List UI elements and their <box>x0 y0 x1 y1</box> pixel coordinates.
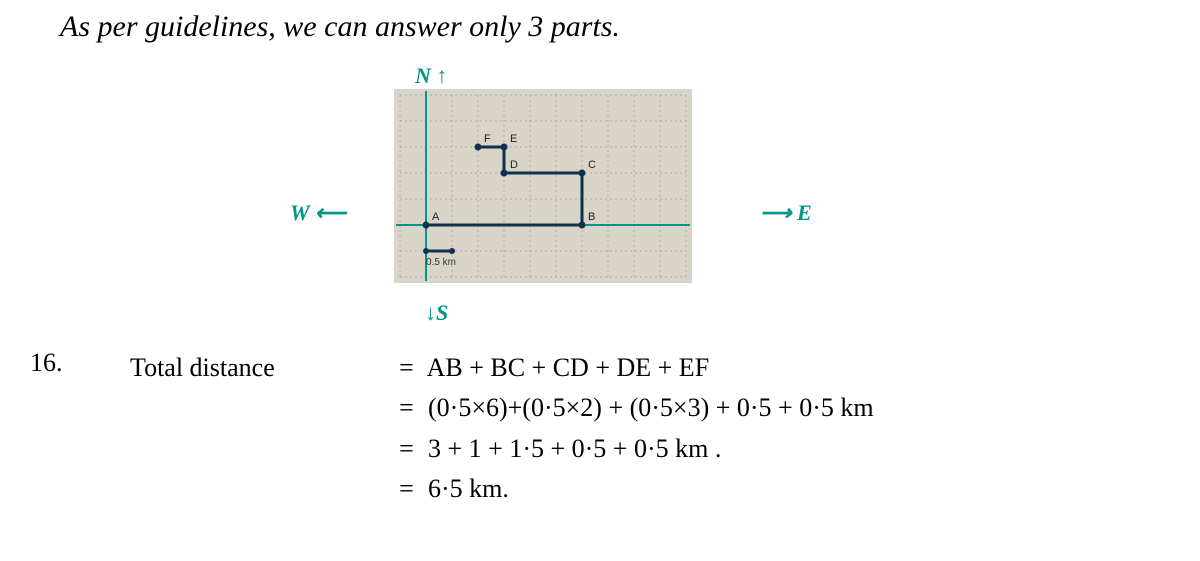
equation-rhs-2: (0·5×6)+(0·5×2) + (0·5×3) + 0·5 + 0·5 km <box>428 393 874 422</box>
compass-east-label: ⟶ E <box>760 200 812 226</box>
svg-text:B: B <box>588 211 595 223</box>
svg-text:A: A <box>432 211 440 223</box>
compass-s-text: S <box>436 300 448 325</box>
equation-rhs-4: 6·5 km. <box>428 474 509 503</box>
compass-e-text: E <box>797 200 812 225</box>
arrow-down-icon: ↓ <box>425 300 436 325</box>
diagram-svg: A B C D E F 0.5 km <box>380 85 730 285</box>
equals-sign: = <box>392 429 422 469</box>
path-diagram: A B C D E F 0.5 km <box>380 85 730 285</box>
arrow-right-icon: ⟶ <box>760 200 797 225</box>
problem-number: 16. <box>30 348 63 378</box>
equation-block: Total distance = AB + BC + CD + DE + EF … <box>130 348 874 509</box>
equation-rhs-3: 3 + 1 + 1·5 + 0·5 + 0·5 km . <box>428 434 721 463</box>
equation-line-3: = 3 + 1 + 1·5 + 0·5 + 0·5 km . <box>130 429 874 469</box>
equation-line-1: Total distance = AB + BC + CD + DE + EF <box>130 348 874 388</box>
equals-sign: = <box>392 469 422 509</box>
equation-rhs-1: AB + BC + CD + DE + EF <box>427 353 710 382</box>
arrow-left-icon: ⟵ <box>315 200 347 225</box>
svg-text:D: D <box>510 159 518 171</box>
compass-west-label: W ⟵ <box>290 200 346 226</box>
svg-text:C: C <box>588 159 596 171</box>
total-distance-label: Total distance <box>130 348 385 388</box>
equals-sign: = <box>392 348 422 388</box>
compass-north-label: N ↑ <box>415 63 447 89</box>
guideline-note: As per guidelines, we can answer only 3 … <box>60 10 620 44</box>
compass-w-text: W <box>290 200 309 225</box>
svg-text:F: F <box>484 133 491 145</box>
equation-line-2: = (0·5×6)+(0·5×2) + (0·5×3) + 0·5 + 0·5 … <box>130 388 874 428</box>
arrow-up-icon: ↑ <box>436 63 447 88</box>
svg-text:E: E <box>510 133 517 145</box>
svg-text:0.5 km: 0.5 km <box>426 257 456 268</box>
equation-line-4: = 6·5 km. <box>130 469 874 509</box>
equals-sign: = <box>392 388 422 428</box>
compass-south-label: ↓S <box>425 300 448 326</box>
compass-n-text: N <box>415 63 431 88</box>
